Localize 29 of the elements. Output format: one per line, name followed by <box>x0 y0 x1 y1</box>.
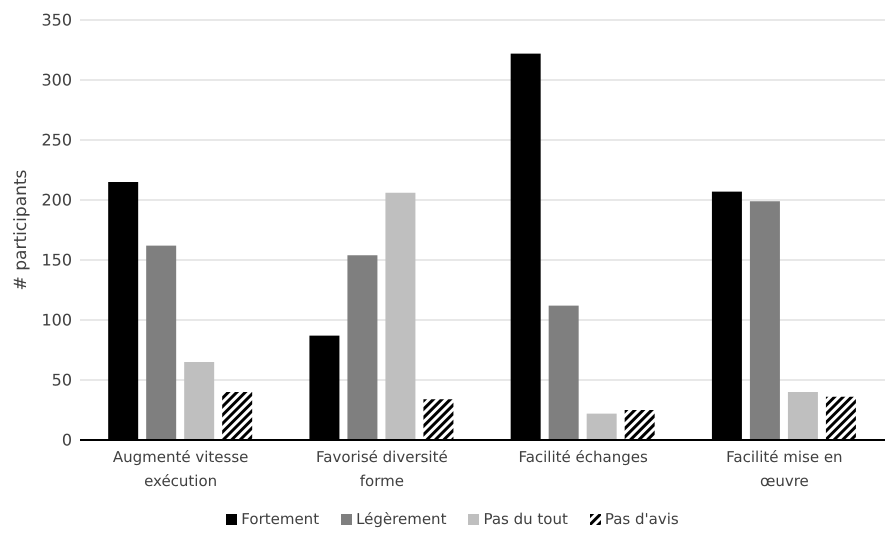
bar <box>222 392 252 440</box>
bar <box>624 410 655 440</box>
y-tick-label: 100 <box>41 310 72 330</box>
legend-label: Pas d'avis <box>604 510 679 528</box>
y-tick-label: 200 <box>41 190 72 210</box>
bar <box>385 192 416 440</box>
bar <box>184 362 214 440</box>
y-axis-title: # participants <box>11 169 32 290</box>
bar <box>548 306 579 440</box>
y-tick-label: 150 <box>41 250 72 270</box>
bar <box>347 255 378 440</box>
bar <box>146 246 176 440</box>
x-tick-label: Favorisé diversité forme <box>316 448 448 490</box>
legend-label: Pas du tout <box>482 510 568 528</box>
y-tick-label: 50 <box>52 370 72 390</box>
legend-label: Légèrement <box>355 510 446 528</box>
x-tick-label: Augmenté vitesse exécution <box>112 448 248 490</box>
bar <box>788 392 818 440</box>
x-tick-label: Facilité mise en œuvre <box>726 448 843 490</box>
bar <box>586 414 617 440</box>
bar <box>423 399 454 440</box>
bar <box>826 396 856 440</box>
y-tick-label: 300 <box>41 70 72 90</box>
bar <box>750 201 780 440</box>
legend-label: Fortement <box>240 510 320 528</box>
x-tick-label: Facilité échanges <box>518 448 648 466</box>
y-tick-label: 0 <box>62 430 72 450</box>
y-tick-label: 250 <box>41 130 72 150</box>
y-tick-label: 350 <box>41 10 72 30</box>
